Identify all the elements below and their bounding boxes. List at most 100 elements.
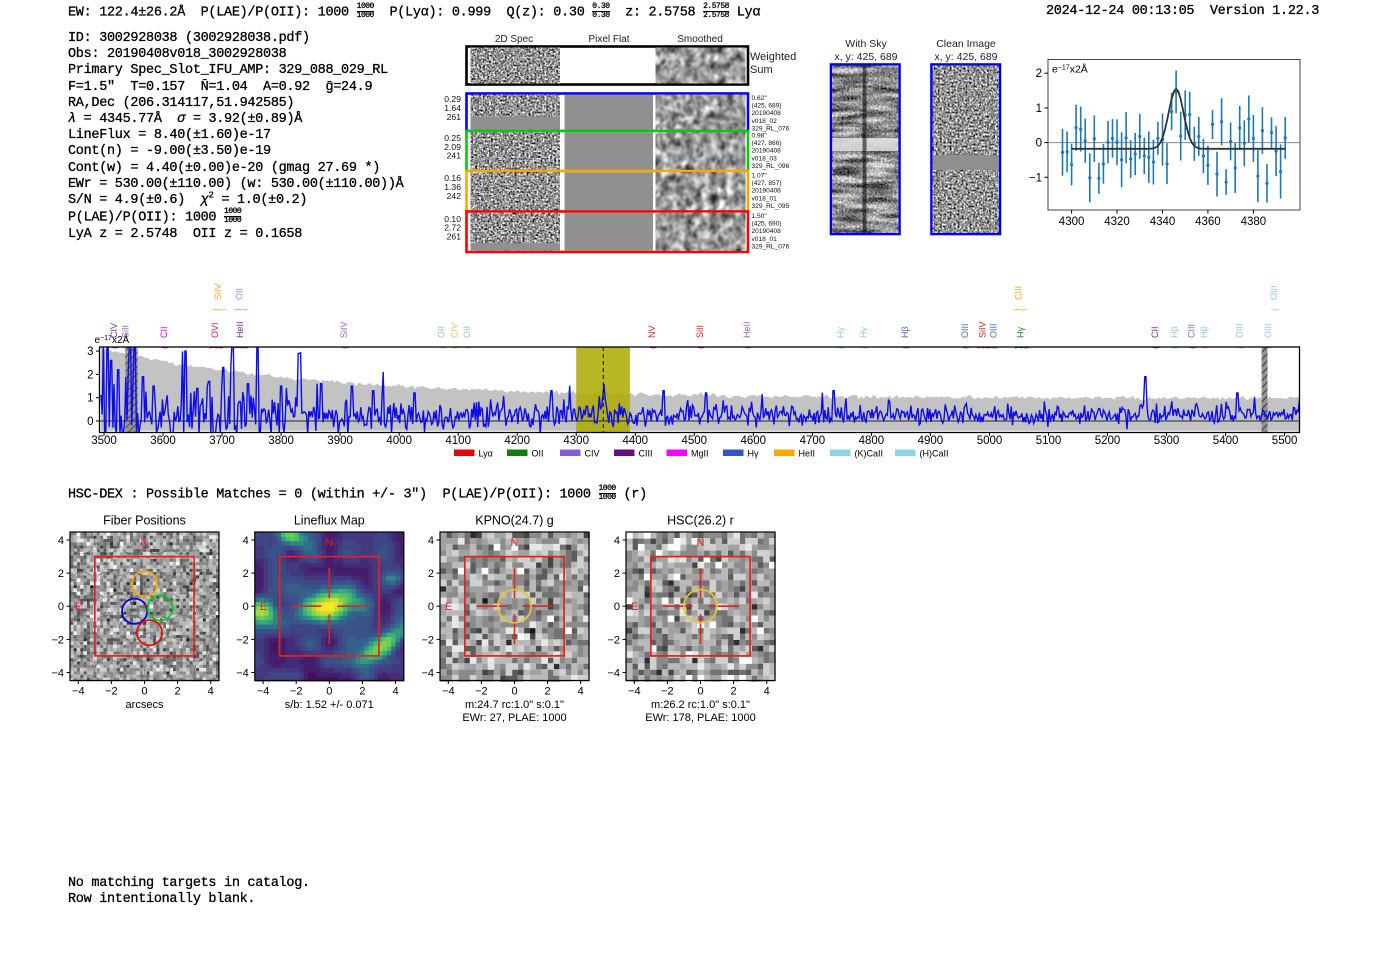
svg-text:Weighted: Weighted (750, 51, 796, 63)
svg-text:OIII: OIII (1263, 323, 1273, 338)
svg-text:x, y: 425, 689: x, y: 425, 689 (934, 51, 997, 63)
svg-text:v018_02: v018_02 (752, 118, 778, 125)
svg-text:4400: 4400 (623, 435, 649, 447)
svg-text:−4: −4 (442, 686, 455, 698)
svg-text:OII: OII (235, 288, 245, 300)
svg-text:2.72: 2.72 (444, 223, 461, 233)
svg-text:(425, 690): (425, 690) (752, 221, 782, 228)
svg-text:+: + (143, 601, 148, 611)
svg-text:2: 2 (428, 568, 434, 580)
svg-text:2: 2 (58, 568, 64, 580)
svg-text:−1: −1 (1029, 172, 1042, 184)
svg-text:0.16: 0.16 (444, 173, 461, 183)
svg-text:OVI: OVI (210, 322, 220, 338)
svg-text:e−17x2Å: e−17x2Å (1052, 63, 1088, 76)
svg-text:N: N (141, 537, 149, 549)
svg-text:OIII: OIII (1235, 323, 1245, 338)
svg-text:0.10: 0.10 (444, 214, 461, 224)
svg-text:5000: 5000 (977, 435, 1003, 447)
svg-text:261: 261 (447, 231, 462, 241)
svg-text:E: E (445, 601, 452, 613)
svg-text:Hβ: Hβ (1199, 326, 1209, 338)
svg-text:4: 4 (392, 686, 398, 698)
svg-text:4360: 4360 (1195, 216, 1221, 228)
svg-text:5500: 5500 (1272, 435, 1298, 447)
svg-text:242: 242 (447, 191, 462, 201)
svg-text:0: 0 (141, 686, 147, 698)
svg-text:20190408: 20190408 (752, 188, 782, 195)
svg-text:−2: −2 (421, 634, 434, 646)
svg-text:5100: 5100 (1036, 435, 1062, 447)
svg-text:v018_01: v018_01 (752, 236, 778, 243)
svg-text:EWr: 178, PLAE: 1000: EWr: 178, PLAE: 1000 (645, 712, 755, 724)
svg-text:NV: NV (647, 325, 657, 338)
svg-text:{: { (1018, 308, 1027, 311)
svg-text:E: E (260, 601, 267, 613)
svg-text:SiIV: SiIV (978, 321, 988, 338)
svg-text:2: 2 (359, 686, 365, 698)
svg-text:v018_03: v018_03 (752, 155, 778, 162)
svg-text:E: E (631, 601, 638, 613)
svg-text:CIV: CIV (585, 449, 600, 459)
svg-text:4100: 4100 (445, 435, 471, 447)
svg-text:SiIV: SiIV (213, 283, 223, 300)
svg-text:Smoothed: Smoothed (677, 34, 723, 45)
svg-text:−2: −2 (475, 686, 488, 698)
svg-text:{: { (218, 308, 227, 311)
svg-text:329_RL_076: 329_RL_076 (752, 243, 790, 250)
svg-text:HeII: HeII (742, 321, 752, 338)
svg-text:20190408: 20190408 (752, 148, 782, 155)
svg-text:−2: −2 (51, 634, 64, 646)
svg-text:CIV: CIV (450, 323, 460, 338)
svg-text:OII: OII (462, 326, 472, 338)
svg-text:0: 0 (326, 686, 332, 698)
svg-text:0: 0 (58, 601, 64, 613)
svg-text:EWr: 27, PLAE: 1000: EWr: 27, PLAE: 1000 (462, 712, 566, 724)
svg-text:4320: 4320 (1104, 216, 1130, 228)
svg-text:OIII: OIII (960, 323, 970, 338)
svg-text:3700: 3700 (209, 435, 235, 447)
svg-text:5400: 5400 (1213, 435, 1239, 447)
svg-text:−2: −2 (236, 634, 249, 646)
svg-text:20190408: 20190408 (752, 110, 782, 117)
svg-text:4500: 4500 (682, 435, 708, 447)
svg-text:CII: CII (1150, 326, 1160, 338)
svg-text:0: 0 (243, 601, 249, 613)
svg-text:1: 1 (1036, 103, 1042, 115)
svg-text:KPNO(24.7) g: KPNO(24.7) g (475, 514, 554, 528)
svg-text:2: 2 (175, 686, 181, 698)
svg-text:Hβ: Hβ (900, 326, 910, 338)
svg-text:2: 2 (87, 369, 93, 381)
svg-text:2: 2 (243, 568, 249, 580)
svg-text:3900: 3900 (327, 435, 353, 447)
svg-text:241: 241 (447, 151, 462, 161)
svg-text:N: N (697, 537, 705, 549)
svg-text:4: 4 (58, 535, 64, 547)
svg-text:−4: −4 (236, 668, 249, 680)
svg-text:OII: OII (437, 326, 447, 338)
svg-text:Lineflux Map: Lineflux Map (294, 514, 365, 528)
svg-text:Fiber Positions: Fiber Positions (103, 514, 186, 528)
svg-text:−2: −2 (290, 686, 303, 698)
svg-text:329_RL_076: 329_RL_076 (752, 125, 790, 132)
svg-text:m:26.2 rc:1.0" s:0.1": m:26.2 rc:1.0" s:0.1" (651, 699, 750, 711)
svg-text:(K)CaII: (K)CaII (855, 449, 884, 459)
svg-text:4380: 4380 (1241, 216, 1267, 228)
svg-text:Hγ: Hγ (748, 449, 759, 459)
svg-text:1.07": 1.07" (752, 173, 768, 180)
svg-text:4300: 4300 (1059, 216, 1085, 228)
svg-text:4200: 4200 (504, 435, 530, 447)
svg-text:−4: −4 (72, 686, 85, 698)
svg-text:(427, 866): (427, 866) (752, 140, 782, 147)
svg-text:x, y: 425, 689: x, y: 425, 689 (834, 51, 897, 63)
svg-text:Hβ: Hβ (1170, 326, 1180, 338)
svg-text:Clean Image: Clean Image (936, 38, 996, 50)
svg-text:4: 4 (243, 535, 249, 547)
svg-text:4300: 4300 (563, 435, 589, 447)
svg-text:N: N (511, 537, 519, 549)
svg-text:−4: −4 (51, 668, 64, 680)
svg-text:0: 0 (1036, 138, 1042, 150)
svg-text:}: } (1011, 308, 1020, 311)
svg-text:0: 0 (428, 601, 434, 613)
svg-text:0.98": 0.98" (752, 133, 768, 140)
